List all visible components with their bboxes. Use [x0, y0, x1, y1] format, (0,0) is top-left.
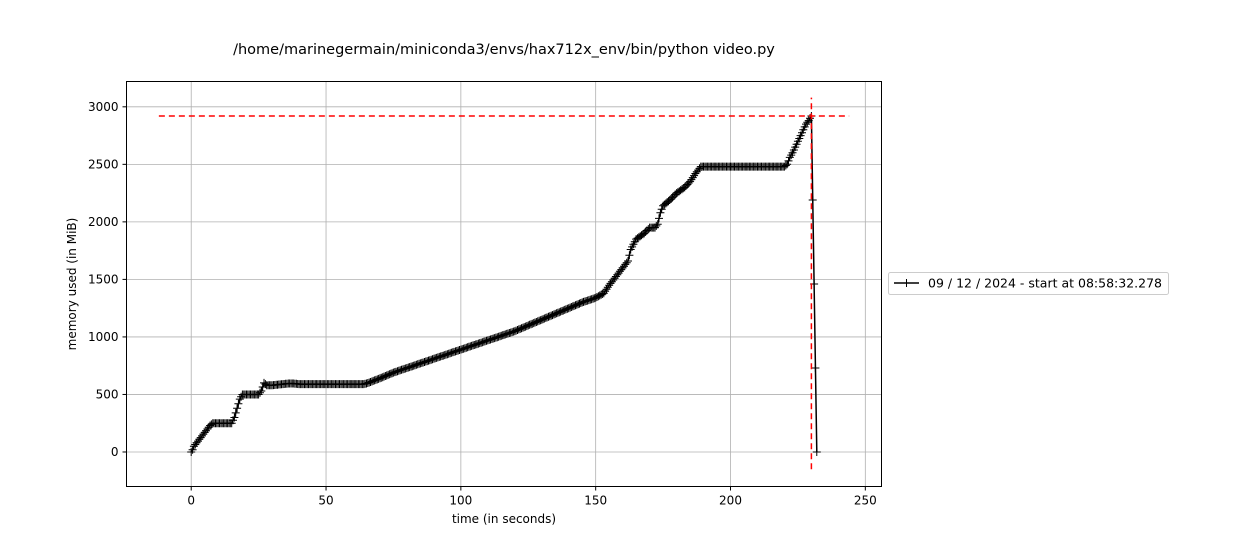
data-point — [234, 399, 243, 408]
data-point — [811, 364, 820, 372]
data-point — [256, 388, 264, 397]
chart-title: /home/marinegermain/miniconda3/envs/hax7… — [233, 42, 775, 58]
legend: 09 / 12 / 2024 - start at 08:58:32.278 — [888, 272, 1169, 295]
y-tick-label: 1500 — [88, 272, 119, 286]
annotation-layer — [158, 97, 850, 470]
data-point — [783, 160, 792, 169]
data-point — [624, 257, 632, 265]
legend-marker — [902, 279, 911, 287]
data-point — [625, 251, 634, 260]
data-point — [188, 445, 197, 454]
x-tick-label: 50 — [318, 494, 333, 508]
series-layer — [187, 112, 821, 456]
grid-lines — [126, 81, 882, 487]
data-point — [652, 221, 661, 230]
data-point — [657, 205, 666, 214]
y-tick-label: 0 — [111, 445, 119, 459]
legend-label: 09 / 12 / 2024 - start at 08:58:32.278 — [928, 276, 1162, 291]
x-tick-label: 150 — [584, 494, 607, 508]
x-tick-label: 0 — [187, 494, 195, 508]
data-point — [784, 156, 793, 165]
y-tick-label: 500 — [96, 387, 119, 401]
data-point — [257, 387, 266, 395]
x-tick-label: 250 — [854, 494, 877, 508]
y-axis-label: memory used (in MiB) — [65, 218, 79, 351]
x-tick-label: 200 — [719, 494, 742, 508]
y-tick-label: 2000 — [88, 215, 119, 229]
plot-frame — [126, 81, 882, 487]
data-point — [688, 173, 697, 182]
data-point — [812, 447, 821, 456]
data-point — [231, 408, 240, 417]
data-point — [653, 220, 662, 229]
series-markers-0 — [187, 112, 821, 456]
data-point — [808, 196, 817, 204]
x-axis-label: time (in seconds) — [452, 512, 556, 526]
data-point — [655, 214, 663, 223]
data-point — [622, 258, 631, 267]
data-point — [656, 208, 665, 217]
y-tick-label: 3000 — [88, 100, 119, 114]
y-tick-label: 1000 — [88, 330, 119, 344]
y-tick-label: 2500 — [88, 157, 119, 171]
data-point — [230, 413, 239, 422]
x-tick-label: 100 — [449, 494, 472, 508]
legend-box — [888, 272, 1169, 295]
data-point — [233, 404, 242, 413]
data-point — [781, 161, 790, 170]
